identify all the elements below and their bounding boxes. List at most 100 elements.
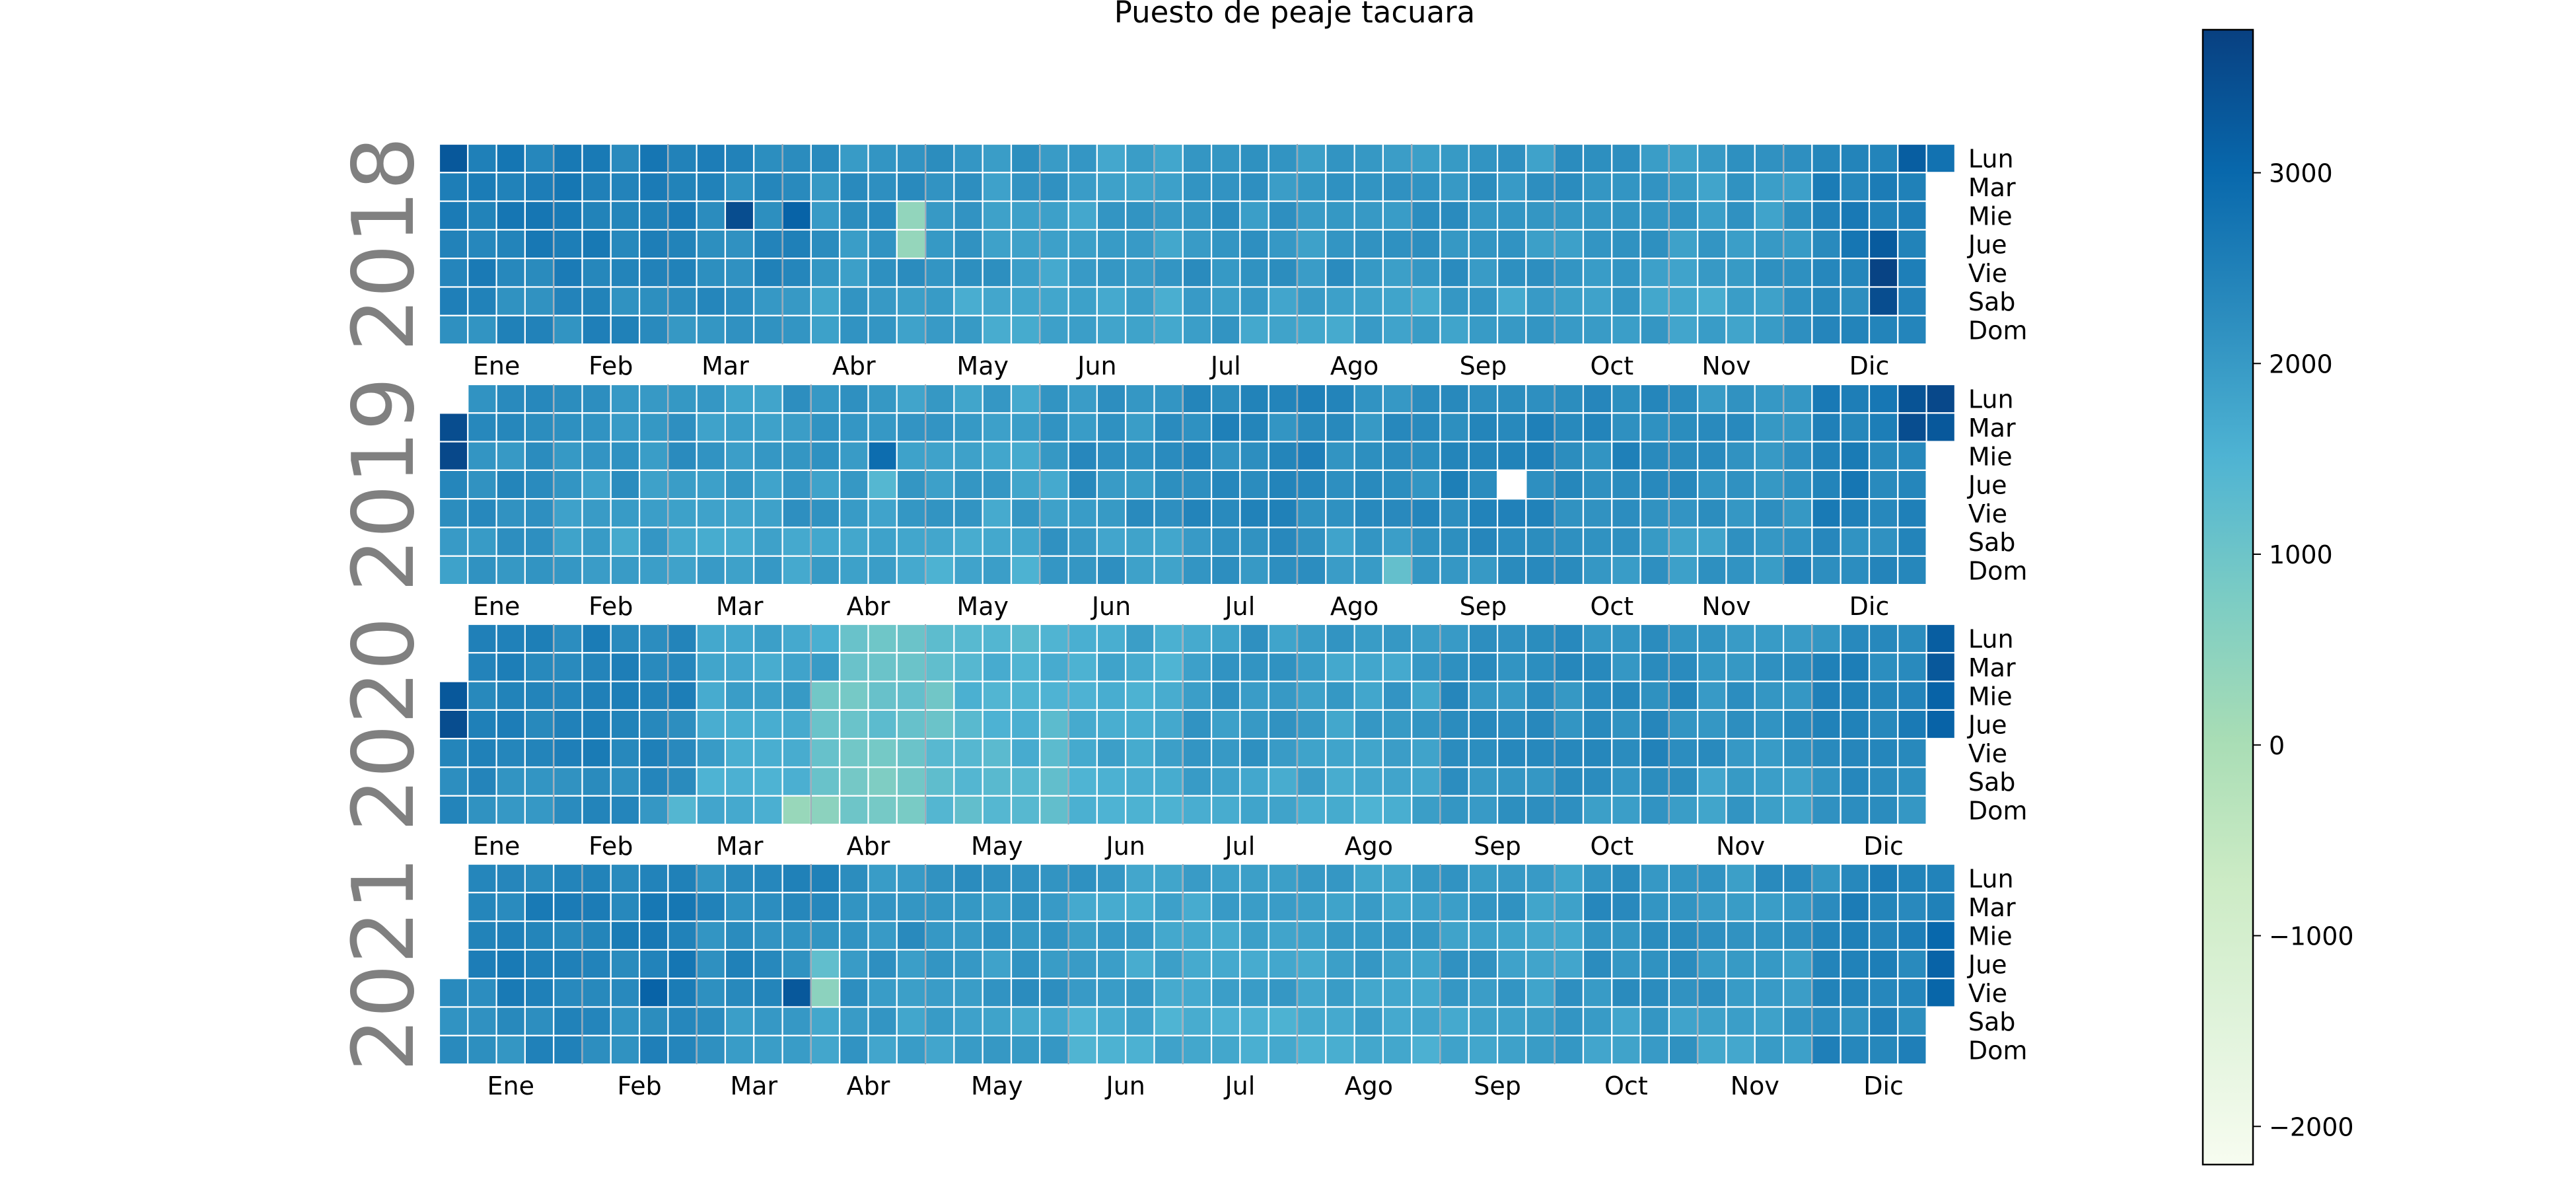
day-cell [753, 978, 783, 1008]
day-cell [1840, 1034, 1871, 1065]
month-label: Oct [1590, 351, 1633, 380]
day-cell [524, 143, 555, 174]
day-cell [1096, 920, 1127, 951]
day-cell [1639, 286, 1670, 316]
day-cell [1525, 143, 1556, 174]
day-cell [1897, 526, 1927, 557]
day-cell [867, 623, 898, 654]
day-cell [1439, 412, 1470, 443]
day-cell [1754, 623, 1785, 654]
day-cell [867, 200, 898, 231]
day-cell [1811, 680, 1842, 711]
day-cell [1239, 229, 1270, 260]
day-cell [1554, 863, 1585, 894]
day-cell [1268, 200, 1299, 231]
day-cell [1897, 143, 1927, 174]
day-cell [1439, 383, 1470, 414]
day-cell [1182, 709, 1213, 740]
day-cell [1239, 652, 1270, 682]
day-cell [982, 555, 1013, 586]
day-cell [495, 229, 526, 260]
day-cell [839, 1006, 869, 1036]
month-label: Abr [832, 351, 876, 380]
day-cell [1468, 738, 1499, 768]
day-cell [1611, 469, 1641, 500]
month-label: Ene [487, 1071, 534, 1100]
day-cell [982, 709, 1013, 740]
day-cell [1239, 172, 1270, 202]
day-cell [1525, 1034, 1556, 1065]
day-cell [1754, 526, 1785, 557]
day-cell [1868, 143, 1899, 174]
day-cell [1010, 469, 1041, 500]
day-cell [867, 412, 898, 443]
day-cell [1353, 314, 1384, 345]
day-cell [581, 795, 612, 826]
day-cell [1897, 738, 1927, 768]
day-cell [1210, 863, 1241, 894]
day-cell [1525, 738, 1556, 768]
day-cell [1783, 143, 1813, 174]
month-label: Dic [1849, 592, 1890, 621]
day-cell [610, 286, 641, 316]
day-cell [1840, 738, 1871, 768]
day-cell [1611, 314, 1641, 345]
day-cell [610, 652, 641, 682]
day-cell [753, 200, 783, 231]
day-cell [1554, 738, 1585, 768]
day-cell [524, 555, 555, 586]
day-cell [1039, 172, 1069, 202]
day-cell [1497, 766, 1527, 797]
day-cell [753, 498, 783, 528]
day-cell [1039, 863, 1069, 894]
colorbar-tick-label: 3000 [2269, 159, 2333, 188]
day-cell [610, 766, 641, 797]
day-cell [1182, 738, 1213, 768]
day-cell [1125, 229, 1155, 260]
day-cell [638, 795, 669, 826]
day-cell [581, 229, 612, 260]
day-cell [1582, 920, 1613, 951]
day-cell [896, 412, 927, 443]
day-cell [1611, 172, 1641, 202]
day-cell [810, 172, 841, 202]
month-label: Feb [589, 832, 633, 861]
day-cell [1296, 229, 1327, 260]
day-cell [724, 892, 755, 922]
day-cell [638, 1034, 669, 1065]
day-cell [1210, 229, 1241, 260]
day-cell [810, 680, 841, 711]
day-cell [1668, 172, 1699, 202]
day-cell [467, 143, 497, 174]
day-cell [1497, 709, 1527, 740]
day-cell [1525, 229, 1556, 260]
weekday-label: Lun [1968, 865, 2014, 894]
day-cell [1039, 680, 1069, 711]
colorbar-tick-label: 1000 [2269, 540, 2333, 569]
day-cell [524, 1034, 555, 1065]
day-cell [1725, 314, 1756, 345]
day-cell [781, 949, 812, 980]
day-cell [1611, 709, 1641, 740]
day-cell [667, 143, 698, 174]
day-cell [1897, 469, 1927, 500]
day-cell [1754, 412, 1785, 443]
day-cell [1411, 920, 1441, 951]
day-cell [1411, 172, 1441, 202]
day-cell [753, 143, 783, 174]
day-cell [667, 623, 698, 654]
day-cell [1639, 143, 1670, 174]
day-cell [1239, 258, 1270, 288]
day-cell [1010, 229, 1041, 260]
day-cell [581, 143, 612, 174]
day-cell [1554, 258, 1585, 288]
day-cell [438, 200, 469, 231]
day-cell [1182, 412, 1213, 443]
day-cell [553, 383, 583, 414]
day-cell [753, 892, 783, 922]
day-cell [1525, 709, 1556, 740]
day-cell [438, 795, 469, 826]
day-cell [1668, 469, 1699, 500]
day-cell [1010, 892, 1041, 922]
month-label: Feb [589, 592, 633, 621]
